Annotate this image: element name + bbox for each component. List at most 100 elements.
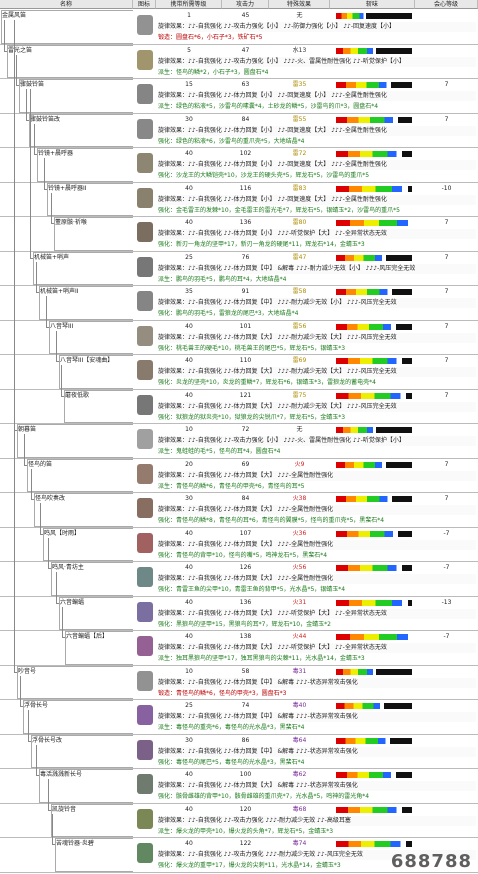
- weapon-row: [0, 252, 478, 286]
- melody: 旋律效果：♪♪-自我强化 ♪♪-体力回复【大】 ♪♪♪-听觉保护【大】 ♪♪-全…: [158, 608, 476, 619]
- special: 雷75: [292, 391, 307, 399]
- attack: 76: [241, 253, 250, 261]
- materials: 派生：鹏鸟的羽毛*5，鹏鸟的耳*4，大地结晶*4: [158, 275, 287, 283]
- weapon-name: 八音琴III: [50, 322, 74, 330]
- materials: 强化：骸骨雌雄的背甲*10，骸骨雌雄的重爪壳*7，光水晶*5，鸣神的雷光角*4: [158, 793, 370, 800]
- level: 1: [187, 12, 191, 19]
- sharpness-bar: [336, 82, 412, 88]
- weapon-row: [0, 390, 478, 424]
- weapon-icon: [137, 153, 153, 173]
- tree-line: [48, 568, 52, 569]
- sharpness-bar: [336, 737, 412, 744]
- level: 40: [185, 219, 193, 226]
- affinity: -7: [443, 529, 450, 537]
- weapon-row: [0, 10, 478, 45]
- header-sharpness: 斩味: [330, 0, 415, 9]
- attack: 136: [239, 598, 252, 606]
- tree-line: [52, 844, 56, 845]
- special: 火31: [292, 598, 307, 606]
- weapon-row: [0, 666, 478, 700]
- weapon-row: [0, 700, 478, 735]
- weapon-name: 骤鼓铃笛: [20, 81, 45, 88]
- level: 40: [185, 357, 193, 364]
- materials: 强化：桃毛兽王的硬毛*10，桃毛兽王的尾巴*5，辉龙石*5，银蜻玉*3: [158, 344, 346, 352]
- melody: 旋律效果：♪♪-自我强化 ♪♪-体力回复【大】 ♪♪♪-全属性耐性强化: [158, 470, 476, 481]
- row-box: [39, 286, 133, 320]
- weapon-icon: [137, 15, 153, 35]
- row-box: [59, 355, 133, 389]
- attack: 121: [239, 391, 252, 399]
- row-box: [47, 182, 133, 216]
- weapon-icon: [137, 325, 153, 346]
- materials: 派生：毒怪鸟的重壳*6，毒怪鸟的光水晶*3，黑蜚石*4: [158, 724, 305, 731]
- sharpness-bar: [336, 496, 412, 502]
- attack: 74: [241, 702, 250, 709]
- weapon-name: 毒活溅溅新长号: [40, 771, 83, 778]
- weapon-icon: [137, 291, 153, 311]
- sharpness-fill: [336, 565, 402, 571]
- melody: 旋律效果：♪♪-自我强化 ♪♪-体力回复【大】 ♪♪♪-全属性耐性强化: [158, 539, 476, 550]
- attack: 116: [239, 184, 252, 192]
- materials: 强化：爆火龙的重甲*17，爆火龙的尖刺*11，光水晶*14，金蜻玉*3: [158, 862, 341, 869]
- row-box: [43, 527, 133, 561]
- sharpness-bar: [336, 668, 412, 675]
- row-box: [65, 631, 133, 665]
- weapon-row: [0, 79, 478, 114]
- header-icon: 图标: [133, 0, 156, 9]
- special: 雷69: [292, 357, 307, 364]
- weapon-icon: [137, 84, 153, 104]
- tree-line: [51, 223, 55, 224]
- melody: 旋律效果：♪♪-自我强化 ♪♪-体力回复【大】 ♪♪♪-全属性耐性强化: [158, 505, 476, 515]
- level: 25: [185, 702, 193, 709]
- tree-line: [62, 606, 63, 637]
- tree-line: [44, 188, 48, 190]
- weapon-name: 蘑夜低歌: [65, 391, 90, 399]
- weapon-row: [0, 321, 478, 355]
- row-box: [31, 734, 133, 768]
- special: 雷72: [292, 150, 307, 157]
- materials: 派生：独耳黑狼鸟的坚甲*17，独耳黑狼鸟的尖棘*11，光水晶*14，金蜻玉*3: [158, 655, 365, 662]
- tree-line: [34, 123, 35, 154]
- materials: 强化：沙龙王的大鳞铠壳*10，沙龙王的硬头壳*5，辉龙石*5，沙雷鸟的重爪*5: [158, 172, 370, 179]
- tree-line: [36, 744, 37, 775]
- sharpness-bar: [336, 254, 412, 261]
- row-box: [33, 251, 133, 285]
- melody: 旋律效果：♪♪-自我强化 ♪♪-体力回复【小】 ♪♪-回复速度【大】 ♪♪♪-全…: [158, 194, 476, 205]
- tree-line: [52, 813, 53, 844]
- melody: 旋律效果：♪♪-自我强化 ♪♪-体力回复【大】 &解毒 ♪♪♪-状态异常攻击强化: [158, 781, 476, 791]
- weapon-row: [0, 528, 478, 562]
- weapon-name: 铃镜+晨呼器: [38, 150, 74, 157]
- row-box: [39, 769, 133, 803]
- sharpness-bar: [336, 116, 412, 123]
- weapon-name: 机械笛+哨声II: [40, 288, 79, 295]
- sharpness-fill: [336, 806, 402, 813]
- melody: 旋律效果：♪♪-自我强化 ♪♪-体力回复【大】 ♪♪♪-耐力减少无效【大】 ♪♪…: [158, 401, 476, 412]
- row-box: [64, 389, 133, 423]
- special: 雷83: [292, 184, 307, 192]
- row-box: [59, 596, 133, 630]
- weapon-name: 朝暮笛: [18, 426, 37, 433]
- materials: 派生：怪鸟的鳞*2，小石子*3，圆盘石*4: [158, 68, 269, 76]
- sharpness-fill: [336, 13, 366, 19]
- tree-line: [36, 775, 40, 776]
- sharpness-bar: [336, 461, 412, 468]
- level: 40: [185, 564, 193, 571]
- weapon-row: [0, 183, 478, 217]
- melody: 旋律效果：♪♪-自我强化 ♪♪-体力回复【中】 &解毒 ♪♪♪-耐力减少无效【小…: [158, 263, 476, 274]
- level: 40: [185, 598, 193, 606]
- materials: 强化：绿色的粘液*6，沙雷鸟的重爪壳*5，大地结晶*4: [158, 137, 305, 145]
- weapon-name: 六音蝙蝠: [60, 598, 85, 606]
- row-box: [27, 458, 133, 492]
- materials: 强化：青雷王鱼的尖甲*10，青雷王鱼的背甲*5，光水晶*5，银蜻玉*4: [158, 586, 346, 593]
- attack: 72: [241, 426, 250, 433]
- level: 5: [187, 46, 191, 54]
- special: 雷47: [292, 253, 307, 261]
- sharpness-bar: [336, 427, 412, 433]
- tree-line: [56, 572, 57, 603]
- attack: 138: [239, 633, 252, 640]
- tree-line: [56, 602, 60, 604]
- tree-line: [30, 89, 31, 258]
- row-box: [37, 148, 133, 182]
- special: 雷35: [292, 81, 307, 88]
- special: 雷56: [292, 322, 307, 330]
